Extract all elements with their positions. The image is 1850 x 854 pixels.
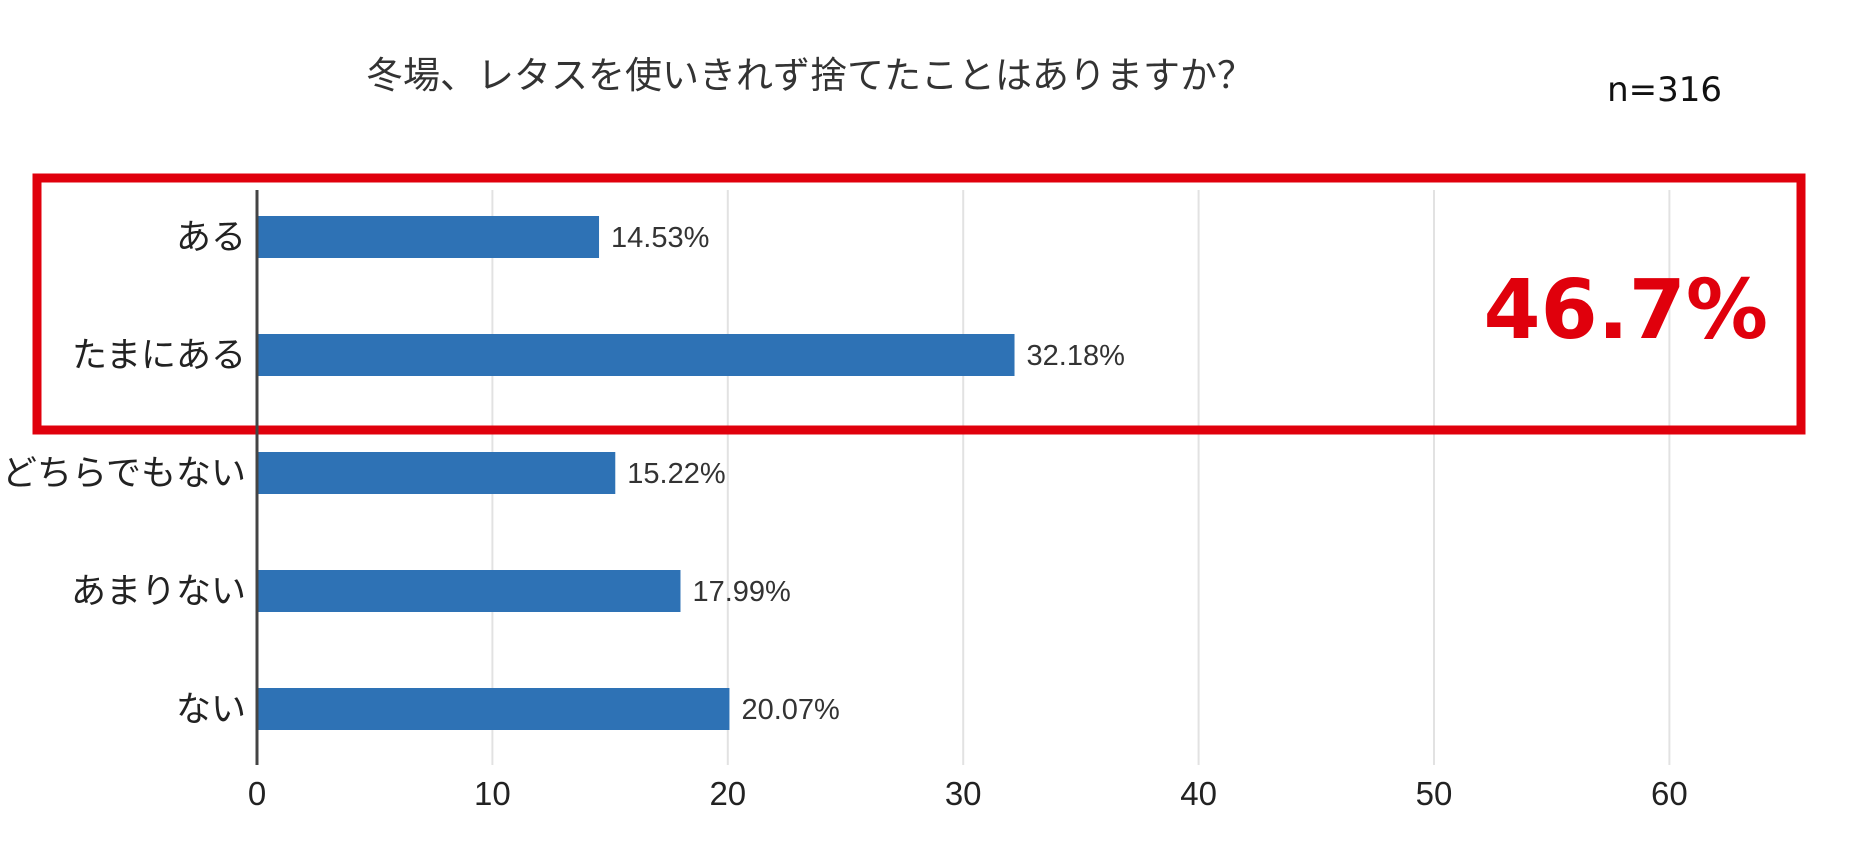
x-tick-label-50: 50	[1416, 775, 1453, 812]
value-labels: 14.53% 32.18% 15.22% 17.99% 20.07%	[611, 222, 1125, 726]
category-label-2: どちらでもない	[2, 454, 246, 494]
category-label-3: あまりない	[71, 572, 246, 612]
highlight-box	[32, 173, 1806, 435]
x-tick-label-30: 30	[945, 775, 982, 812]
category-label-4: ない	[176, 690, 246, 730]
x-tick-label-60: 60	[1651, 775, 1688, 812]
value-label-2: 15.22%	[627, 458, 725, 490]
highlight-percentage: 46.7%	[1484, 263, 1768, 358]
x-tick-label-10: 10	[474, 775, 511, 812]
x-tick-label-40: 40	[1180, 775, 1217, 812]
bar-0	[257, 216, 600, 258]
x-tick-label-0: 0	[248, 775, 266, 812]
value-label-3: 17.99%	[692, 576, 790, 608]
grid-lines	[491, 190, 1671, 765]
sample-size-label: n=316	[1607, 70, 1722, 110]
x-tick-label-20: 20	[709, 775, 746, 812]
chart-title: 冬場、レタスを使いきれず捨てたことはありますか？	[366, 54, 1254, 97]
bar-4	[257, 688, 730, 730]
value-label-1: 32.18%	[1027, 340, 1125, 372]
bar-2	[257, 452, 616, 494]
bars	[257, 216, 1015, 730]
category-label-0: ある	[176, 218, 246, 258]
bar-1	[257, 334, 1015, 376]
x-axis-ticks: 0 10 20 30 40 50 60	[248, 775, 1688, 812]
value-label-0: 14.53%	[611, 222, 709, 254]
category-label-1: たまにある	[72, 336, 246, 376]
value-label-4: 20.07%	[741, 694, 839, 726]
bar-3	[257, 570, 681, 612]
